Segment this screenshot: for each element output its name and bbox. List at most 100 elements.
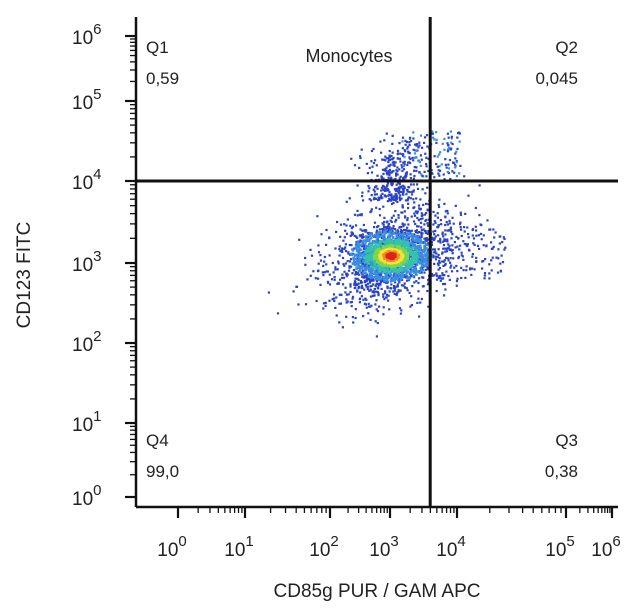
event-point: [363, 267, 367, 270]
event-point: [398, 236, 401, 239]
event-point: [335, 296, 338, 299]
event-point: [403, 282, 406, 285]
event-point: [409, 247, 412, 250]
event-point: [366, 238, 369, 241]
event-point: [387, 224, 390, 227]
event-point: [267, 291, 270, 294]
event-point: [393, 164, 396, 167]
event-point: [353, 253, 357, 256]
event-point: [363, 251, 366, 254]
event-point: [434, 229, 437, 232]
event-point: [395, 196, 398, 199]
event-point: [384, 155, 387, 158]
event-point: [467, 233, 470, 236]
event-point: [443, 137, 446, 140]
event-point: [416, 235, 419, 239]
event-point: [358, 257, 361, 260]
event-point: [395, 174, 398, 177]
event-point: [404, 241, 408, 244]
event-point: [390, 216, 393, 219]
event-point: [403, 163, 406, 166]
event-point: [418, 256, 421, 259]
event-point: [370, 284, 373, 287]
event-point: [382, 251, 385, 255]
event-point: [372, 188, 375, 191]
event-point: [400, 267, 403, 270]
event-point: [401, 166, 404, 169]
event-point: [365, 285, 368, 288]
event-point: [421, 261, 424, 265]
event-point: [357, 243, 361, 247]
event-point: [332, 271, 335, 274]
event-point: [407, 223, 410, 226]
event-point: [406, 199, 409, 202]
event-point: [400, 229, 403, 232]
event-point: [398, 196, 401, 199]
event-point: [402, 153, 405, 156]
event-point: [439, 239, 442, 242]
event-point: [413, 156, 416, 159]
event-point: [419, 238, 422, 241]
event-point: [458, 140, 461, 143]
event-point: [374, 159, 377, 162]
event-point: [406, 219, 409, 222]
event-point: [409, 173, 412, 176]
event-point: [453, 171, 456, 174]
event-point: [411, 156, 414, 160]
event-point: [363, 268, 367, 272]
event-point: [382, 168, 386, 172]
event-point: [379, 265, 382, 269]
event-point: [408, 141, 411, 144]
x-tick-label: 104: [436, 533, 465, 561]
event-point: [390, 171, 393, 174]
event-point: [441, 251, 444, 254]
event-point: [490, 269, 493, 272]
event-point: [374, 284, 377, 287]
event-point: [354, 286, 357, 289]
event-point: [385, 293, 389, 296]
event-point: [398, 182, 401, 185]
event-point: [333, 278, 336, 281]
event-point: [405, 140, 409, 144]
event-point: [357, 278, 360, 281]
event-point: [370, 276, 374, 279]
event-point: [413, 266, 417, 270]
event-point: [408, 190, 411, 194]
event-point: [367, 233, 370, 236]
event-point: [367, 262, 371, 265]
event-point: [469, 268, 472, 271]
event-point: [410, 295, 413, 298]
event-point: [378, 214, 382, 217]
event-point: [414, 230, 418, 233]
event-point: [373, 190, 376, 193]
event-point: [392, 201, 395, 204]
event-point: [276, 312, 280, 315]
event-point: [398, 189, 401, 192]
event-point: [379, 194, 382, 197]
event-point: [315, 299, 318, 303]
event-point: [462, 258, 465, 261]
event-point: [443, 274, 446, 277]
event-point: [447, 136, 450, 139]
event-point: [412, 137, 415, 140]
event-point: [457, 257, 460, 260]
event-point: [483, 272, 487, 275]
event-point: [376, 275, 379, 279]
event-point: [504, 246, 507, 249]
event-point: [384, 267, 387, 271]
event-point: [440, 163, 443, 166]
event-point: [438, 198, 441, 201]
event-point: [353, 234, 356, 237]
event-point: [400, 232, 403, 235]
event-point: [382, 205, 385, 208]
event-point: [408, 239, 411, 242]
event-point: [372, 254, 376, 258]
event-point: [503, 237, 506, 241]
event-point: [438, 267, 442, 270]
event-point: [359, 156, 362, 160]
event-point: [451, 233, 454, 236]
event-point: [401, 147, 404, 150]
event-point: [482, 234, 485, 237]
event-point: [444, 247, 447, 250]
